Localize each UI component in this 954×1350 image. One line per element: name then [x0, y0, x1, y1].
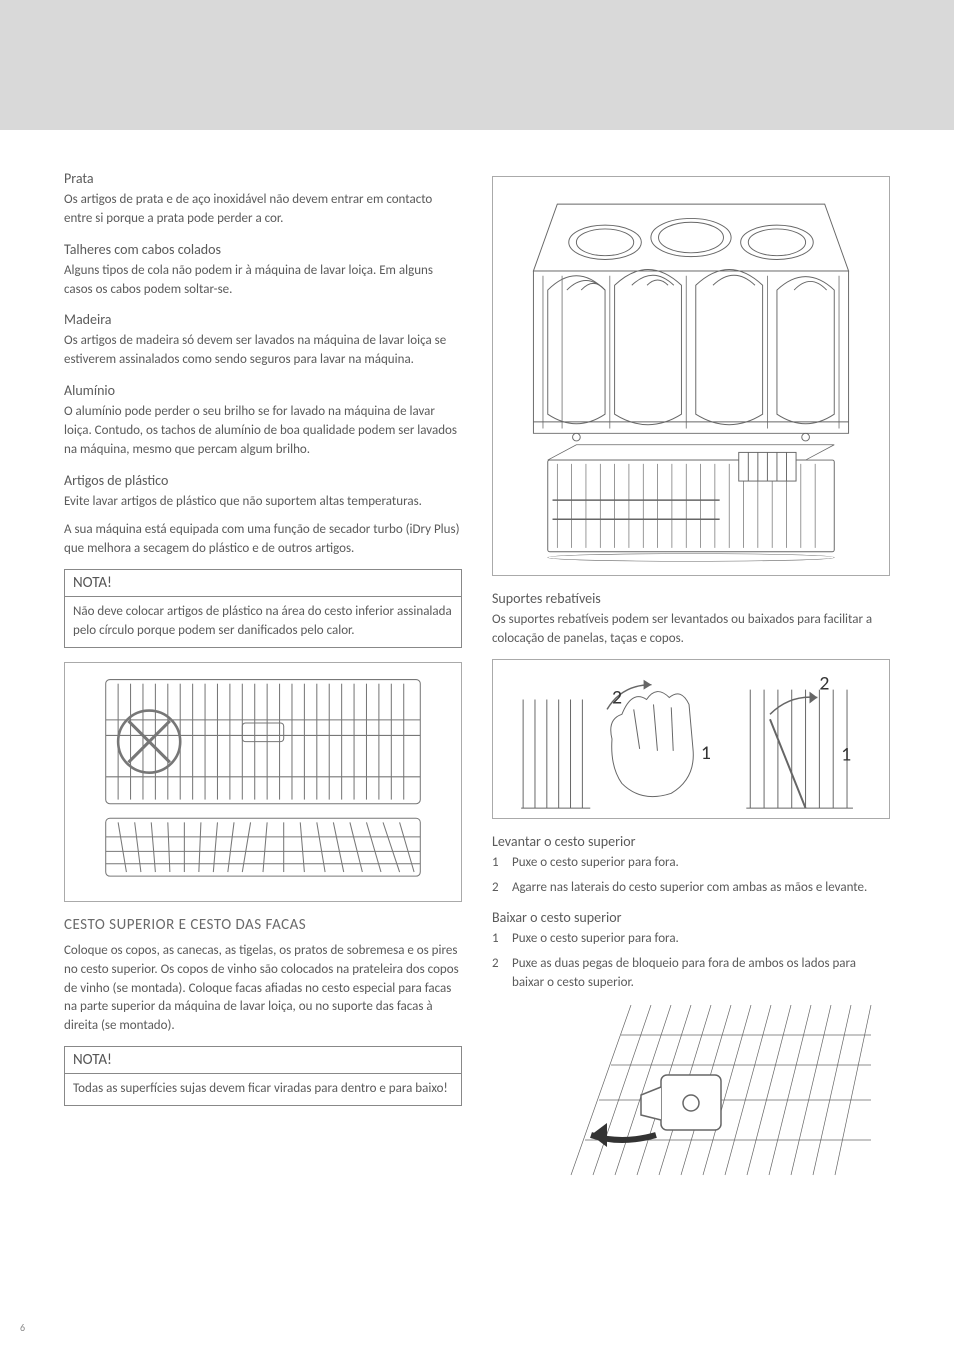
- heading-baixar: Baixar o cesto superior: [492, 909, 890, 926]
- text-turbo: A sua máquina está equipada com uma funç…: [64, 521, 462, 559]
- text-aluminio: O alumínio pode perder o seu brilho se f…: [64, 403, 462, 460]
- text-talheres: Alguns tipos de cola não podem ir à máqu…: [64, 262, 462, 300]
- step-item: Puxe o cesto superior para fora.: [492, 930, 890, 949]
- text-suportes: Os suportes rebatíveis podem ser levanta…: [492, 611, 890, 649]
- text-prata: Os artigos de prata e de aço inoxidável …: [64, 191, 462, 229]
- heading-madeira: Madeira: [64, 311, 462, 328]
- note-box-2: NOTA! Todas as superfícies sujas devem f…: [64, 1046, 462, 1106]
- dishwasher-basket-icon: [65, 663, 461, 901]
- page-content: Prata Os artigos de prata e de aço inoxi…: [0, 130, 954, 1239]
- left-column: Prata Os artigos de prata e de aço inoxi…: [64, 170, 462, 1199]
- svg-text:2: 2: [819, 671, 829, 695]
- note-body-1: Não deve colocar artigos de plástico na …: [65, 597, 461, 647]
- figure-lower-basket: [64, 662, 462, 902]
- figure-loaded-dishwasher: [492, 176, 890, 576]
- note-title-2: NOTA!: [65, 1047, 461, 1074]
- step-item: Agarre nas laterais do cesto superior co…: [492, 879, 890, 898]
- note-body-2: Todas as superfícies sujas devem ficar v…: [65, 1074, 461, 1105]
- text-cesto-superior: Coloque os copos, as canecas, as tigelas…: [64, 942, 462, 1036]
- step-item: Puxe o cesto superior para fora.: [492, 854, 890, 873]
- svg-text:2: 2: [612, 685, 622, 709]
- heading-talheres: Talheres com cabos colados: [64, 241, 462, 258]
- right-column: Suportes rebatíveis Os suportes rebatíve…: [492, 170, 890, 1199]
- text-madeira: Os artigos de madeira só devem ser lavad…: [64, 332, 462, 370]
- foldable-supports-icon: 2 1 2 1: [493, 660, 889, 818]
- heading-cesto-superior: CESTO SUPERIOR E CESTO DAS FACAS: [64, 916, 462, 934]
- heading-prata: Prata: [64, 170, 462, 187]
- heading-levantar: Levantar o cesto superior: [492, 833, 890, 850]
- note-box-1: NOTA! Não deve colocar artigos de plásti…: [64, 569, 462, 648]
- step-item: Puxe as duas pegas de bloqueio para fora…: [492, 955, 890, 993]
- steps-levantar: Puxe o cesto superior para fora. Agarre …: [492, 854, 890, 898]
- svg-text:1: 1: [841, 742, 851, 766]
- steps-baixar: Puxe o cesto superior para fora. Puxe as…: [492, 930, 890, 993]
- text-plastico: Evite lavar artigos de plástico que não …: [64, 493, 462, 512]
- figure-foldable-supports: 2 1 2 1: [492, 659, 890, 819]
- heading-plastico: Artigos de plástico: [64, 472, 462, 489]
- page-number: 6: [20, 1321, 25, 1334]
- heading-aluminio: Alumínio: [64, 382, 462, 399]
- note-title-1: NOTA!: [65, 570, 461, 597]
- lowering-mechanism-icon: [492, 1005, 890, 1185]
- heading-suportes: Suportes rebatíveis: [492, 590, 890, 607]
- loaded-dishwasher-icon: [501, 185, 881, 567]
- figure-lowering-mechanism: [492, 1005, 890, 1185]
- svg-text:1: 1: [701, 740, 711, 764]
- header-bar: [0, 0, 954, 130]
